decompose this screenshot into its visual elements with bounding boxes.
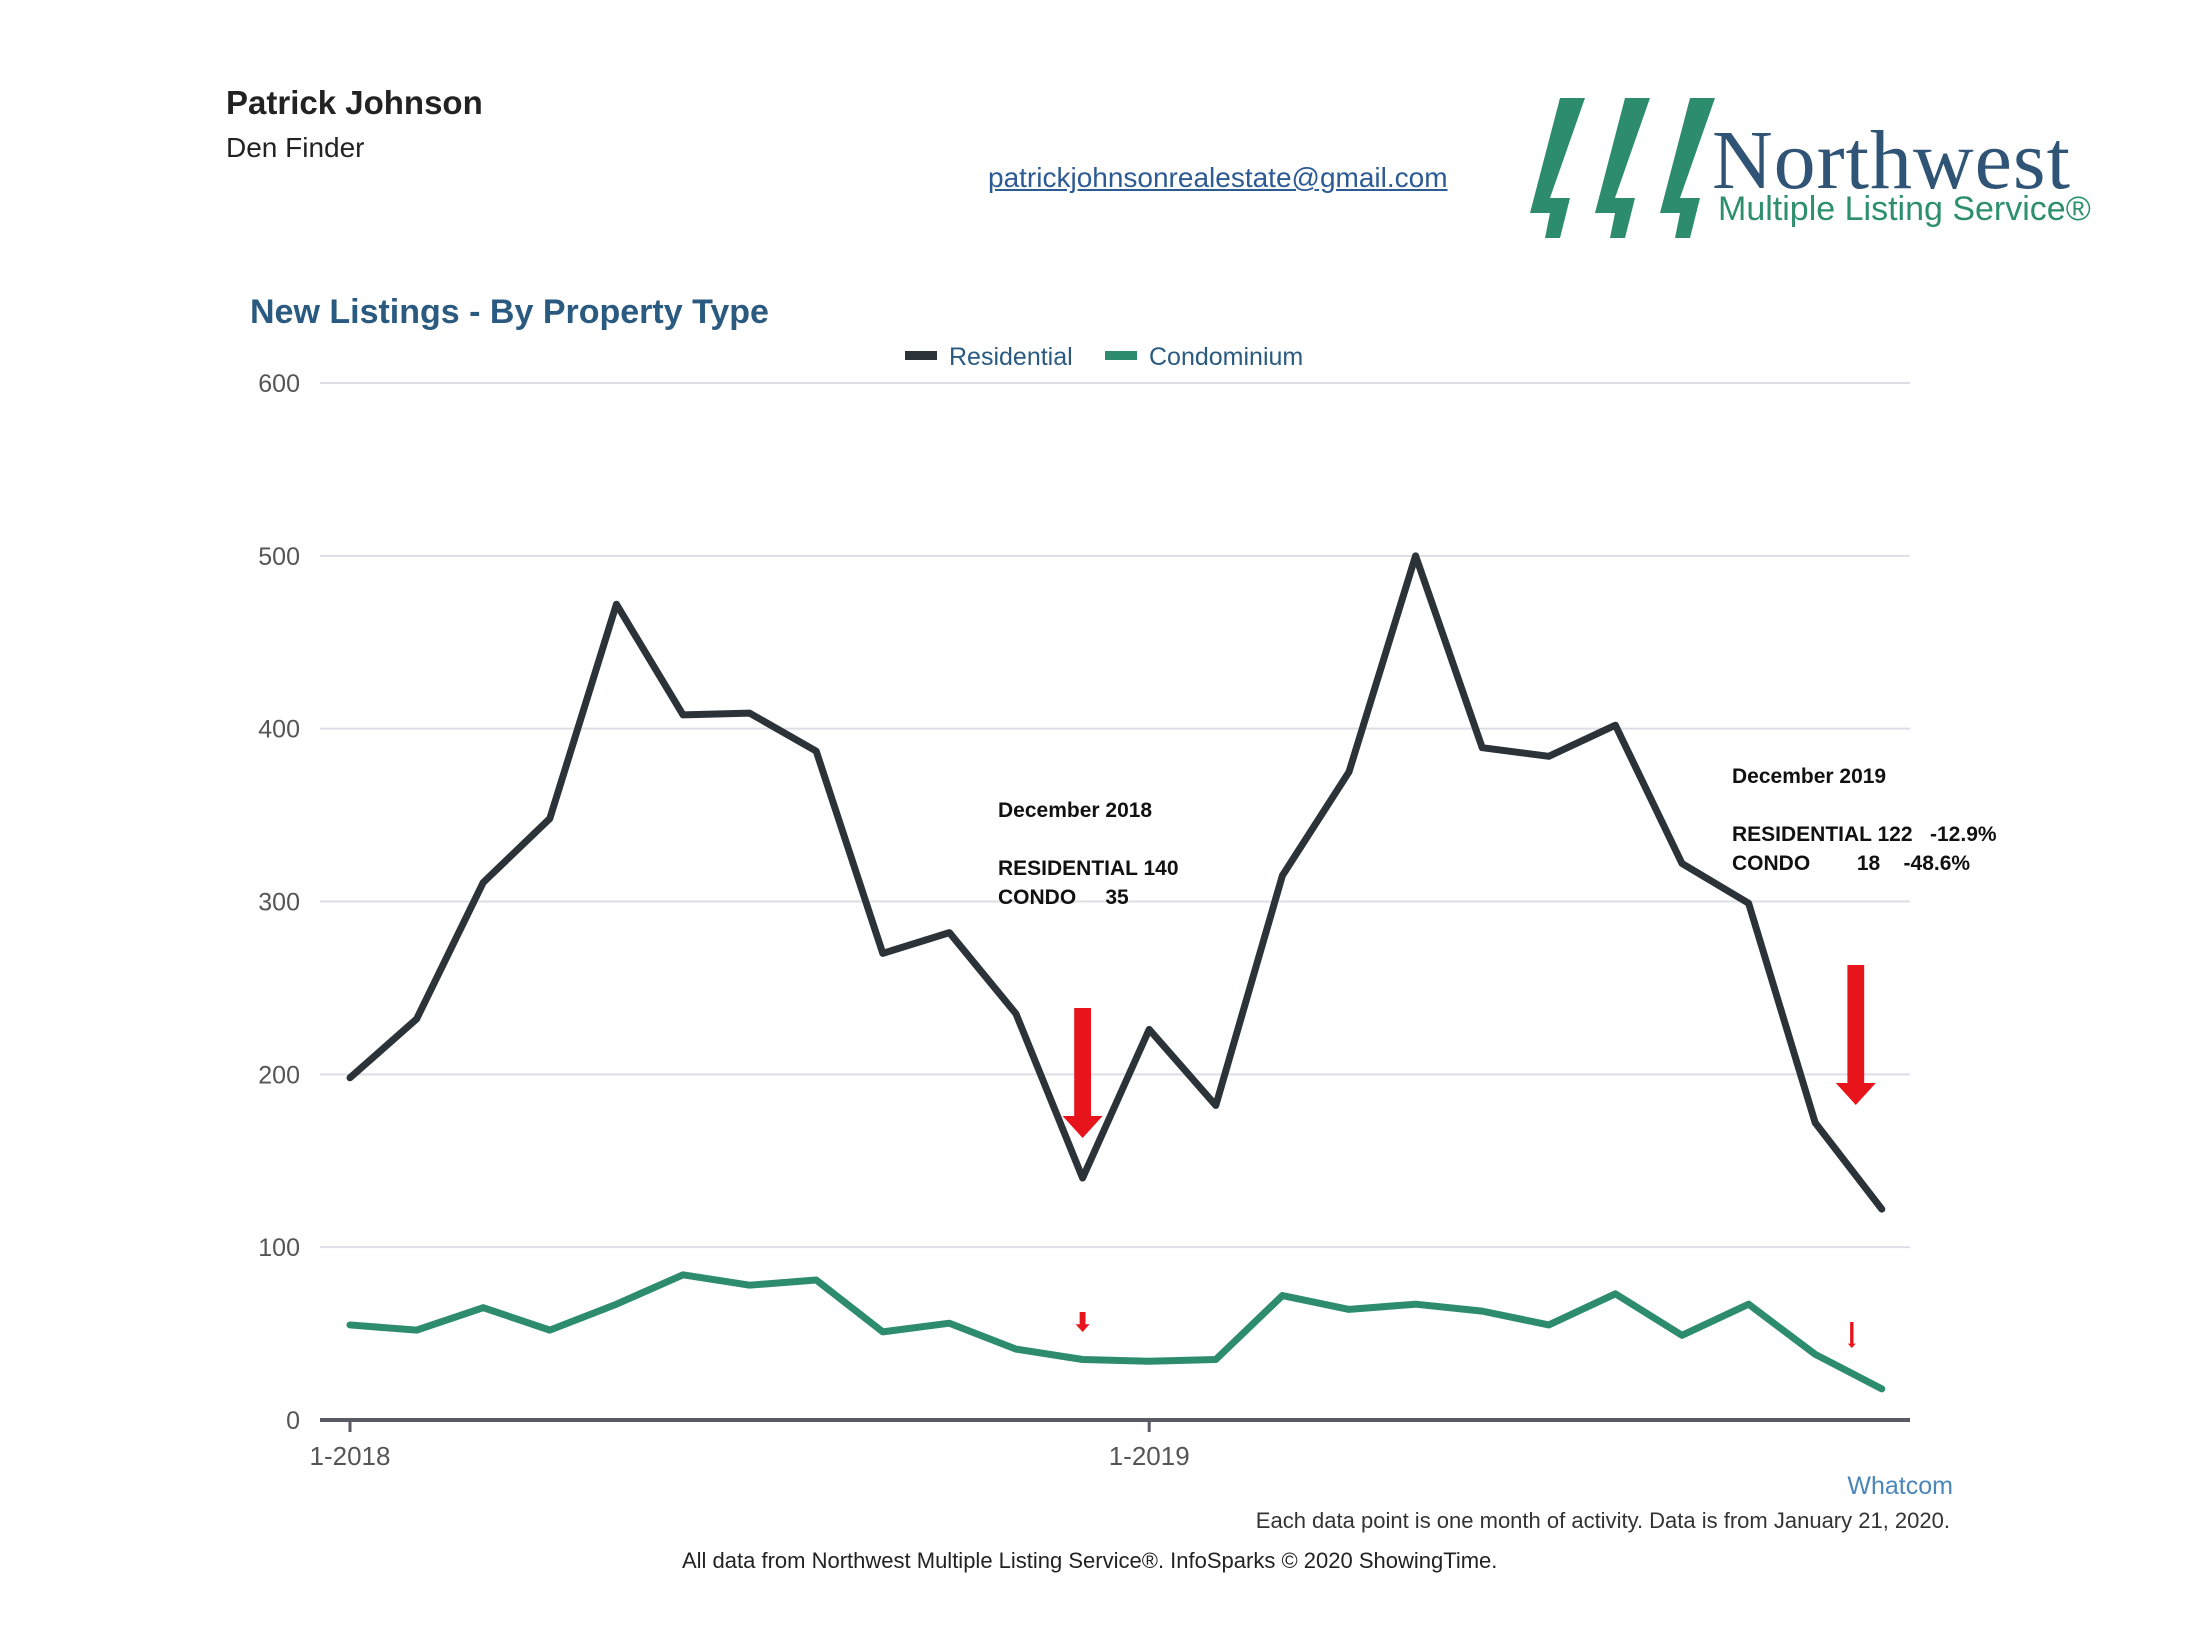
y-tick-label: 300 — [258, 889, 300, 917]
y-tick-label: 600 — [258, 370, 300, 398]
logo-subtitle: Multiple Listing Service® — [1718, 190, 2091, 228]
agent-subtitle: Den Finder — [226, 132, 365, 163]
series-line-residential — [346, 552, 1886, 1213]
data-note: Each data point is one month of activity… — [1255, 1508, 1950, 1533]
x-tick-label: 1-2018 — [310, 1441, 391, 1471]
region-label: Whatcom — [1847, 1472, 1953, 1500]
y-tick-label: 100 — [258, 1234, 300, 1262]
y-tick-label: 500 — [258, 543, 300, 571]
red-arrow-icon — [1062, 1008, 1103, 1138]
series-line-condominium — [346, 1271, 1886, 1393]
agent-name: Patrick Johnson — [226, 84, 483, 121]
y-tick-label: 200 — [258, 1061, 300, 1089]
logo-wordmark: Northwest — [1712, 114, 2071, 207]
y-tick-label: 0 — [286, 1407, 300, 1435]
red-arrow-icon — [1075, 1312, 1090, 1332]
legend-swatch-residential — [905, 351, 937, 360]
red-arrow-icon — [1835, 965, 1876, 1105]
tree-logo-icon — [1530, 98, 1715, 238]
legend-label-residential: Residential — [949, 343, 1073, 371]
red-arrow-icon — [1847, 1322, 1856, 1348]
y-tick-label: 400 — [258, 716, 300, 744]
nwmls-logo — [1530, 98, 1715, 238]
legend-label-condominium: Condominium — [1149, 343, 1303, 371]
x-tick-label: 1-2019 — [1109, 1441, 1190, 1471]
email-link[interactable]: patrickjohnsonrealestate@gmail.com — [988, 162, 1448, 193]
source-note: All data from Northwest Multiple Listing… — [682, 1548, 1498, 1573]
legend-swatch-condominium — [1105, 351, 1137, 360]
chart-title: New Listings - By Property Type — [250, 293, 769, 331]
annotation-december-2019: December 2019 RESIDENTIAL 122 -12.9% CON… — [1732, 765, 1997, 875]
annotation-december-2018: December 2018 RESIDENTIAL 140 CONDO 35 — [998, 799, 1179, 909]
